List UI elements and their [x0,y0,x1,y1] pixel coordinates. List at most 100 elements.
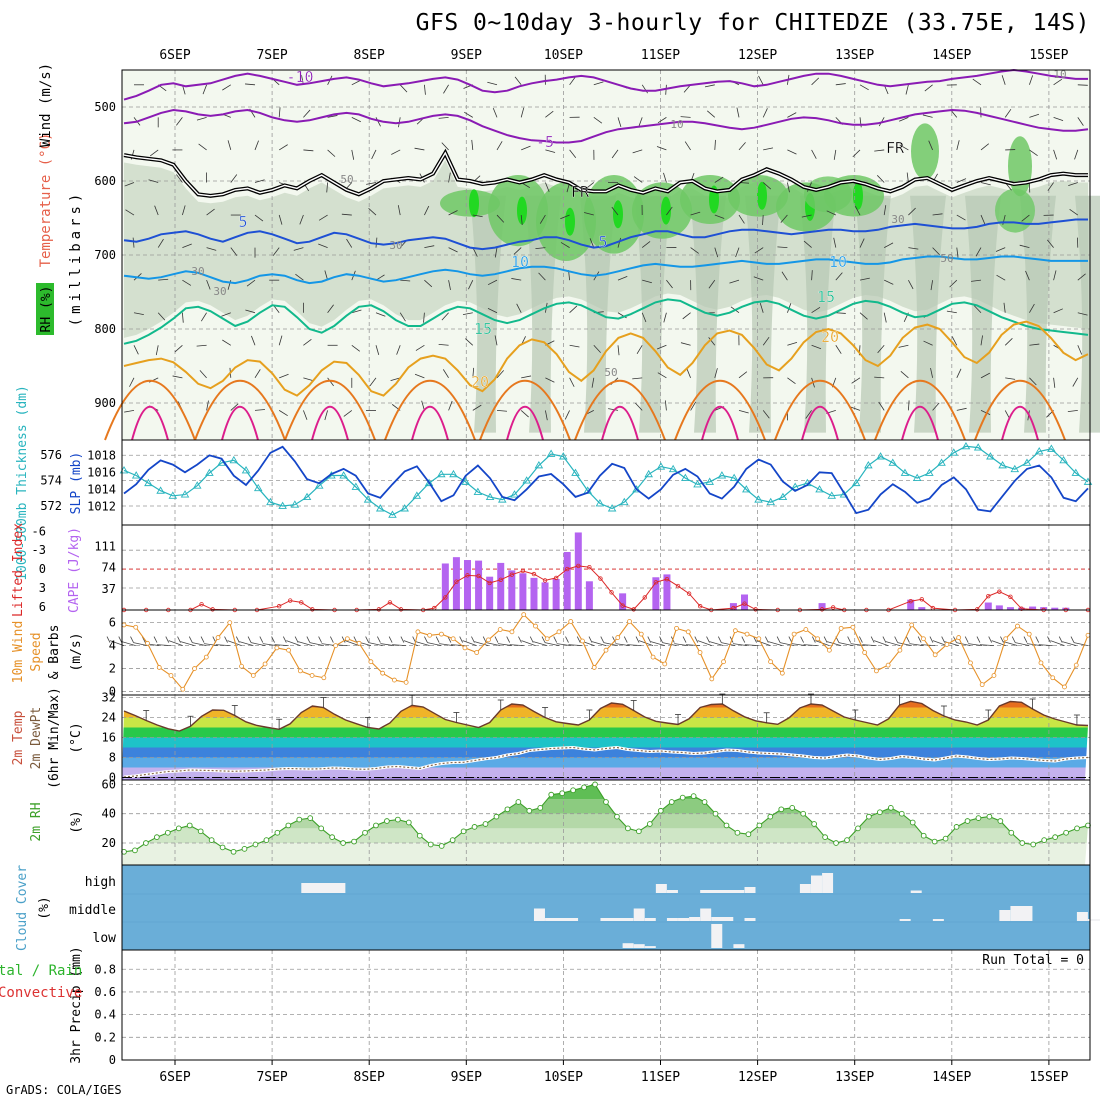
wind-barb [254,179,265,183]
ytick-lifted-index: -3 [32,543,46,557]
wind-barb [930,280,933,291]
contour-label: 15 [817,288,835,306]
thickness-marker [339,471,348,479]
wind-barb-10m [1035,636,1040,643]
wind-barb [1046,239,1054,248]
wind-barb-10m [894,636,899,643]
ytick-wind: 0 [109,685,116,699]
wind-barb [182,243,192,248]
wind-barb-10m [968,643,983,647]
wind-barb [375,345,380,356]
rh-2m-marker [570,787,576,794]
thickness-marker [290,500,300,508]
thickness-marker [253,483,263,492]
wind-barb-10m [623,636,628,643]
wind-barb [318,214,328,221]
wind-barb-10m [874,640,889,646]
rh-2m-marker [778,806,785,813]
wind-speed-marker [826,647,832,653]
wind-barb [399,312,406,322]
contour-line-25 [974,380,1066,441]
contour-line-30 [901,405,939,441]
run-total-annotation: Run Total = 0 [982,953,1084,968]
wind-barb-10m [791,643,806,647]
wind-speed-marker [1062,684,1067,690]
wind-barb [805,410,812,419]
wind-barb [666,279,673,289]
thickness-marker [546,449,556,457]
ytick-temp: 0 [109,771,116,785]
wind-barb [465,338,474,346]
wind-speed-marker [732,628,738,634]
thickness-marker [742,485,751,493]
wind-barb-10m [717,636,722,643]
thickness-marker [131,471,141,479]
wind-barb [468,279,474,290]
cloud-cell-high [655,884,667,893]
wind-barb [324,410,328,421]
wind-speed-marker [873,668,879,674]
wind-barb [448,172,451,183]
wind-barb [397,205,401,216]
li-marker [697,604,703,609]
wind-barb [245,309,256,314]
wind-barb [133,345,139,355]
thickness-marker [497,495,507,503]
wind-barb-10m [568,644,583,647]
wind-barb-10m [227,640,242,646]
wind-speed-marker [486,637,491,643]
date-label-top: 11SEP [641,48,680,63]
wind-barb [908,279,914,290]
wind-speed-marker [909,622,915,628]
rh-bright-core [613,200,623,229]
li-marker [609,590,614,595]
wind-barb [196,344,207,347]
temp-2m-line [123,700,1089,732]
wind-barb [585,182,595,189]
date-label-top: 15SEP [1029,48,1068,63]
panel-precip [121,949,1091,1061]
rh-2m-marker [625,825,631,832]
wind-barb [448,280,451,291]
wind-barb-10m [274,644,289,647]
wind-barb-10m [776,636,781,643]
cloud-cell-low [644,946,656,948]
wind-barb [1004,108,1012,118]
rh-2m-marker [351,838,357,845]
wind-barb-10m [627,644,642,647]
axis-title-2m-dewpt: 2m DewPt [29,707,44,770]
cape-bar [530,577,538,610]
rh-2m-marker [449,837,456,843]
wind-barb-10m [529,636,534,643]
wind-barb [900,370,909,379]
li-marker [620,603,625,608]
wind-barb-10m [353,636,358,643]
wind-barb [545,410,548,421]
wind-barb [859,84,869,91]
wind-barb [973,305,982,313]
ytick-lifted-index: 3 [39,581,46,595]
cloud-cell-high [910,890,922,893]
wind-barb-10m [976,636,981,643]
rh-2m-marker [515,799,522,805]
wind-barb [608,408,619,411]
wind-barb [946,310,957,314]
wind-barb [423,312,425,323]
li-marker [565,566,570,572]
li-marker [210,607,215,612]
wind-speed-marker [239,663,244,669]
wind-barb [198,143,207,151]
wind-barb [472,214,483,218]
contour-line-30 [311,405,349,441]
rh-2m-marker [712,810,719,817]
wind-barb-10m [733,643,748,647]
contour-label: 15 [474,320,492,338]
rh-contour-label: 30 [891,213,904,226]
rh-2m-marker [800,810,807,817]
wind-barb [684,141,691,151]
rh-2m-marker [559,790,566,797]
cloud-background [122,865,1090,950]
wind-barb [438,116,449,119]
wind-barb [932,402,940,411]
rh-2m-marker [384,818,390,824]
